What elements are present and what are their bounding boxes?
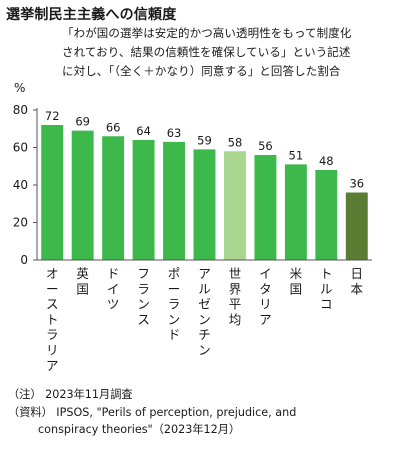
category-label: 日本 [351,266,364,296]
data-label: 36 [349,177,364,191]
category-label: トルコ [320,266,333,312]
data-label: 48 [319,154,334,168]
bar-11 [345,192,368,260]
note-survey-date: （注） 2023年11月調査 [8,388,133,401]
bar-3 [102,136,125,260]
notes: （注） 2023年11月調査 （資料） IPSOS, "Perils of pe… [8,386,296,439]
bar-7 [223,151,246,260]
category-label: 米国 [290,266,303,296]
data-label: 72 [45,109,60,123]
bar-2 [71,130,94,261]
category-label: ポーランド [168,266,181,342]
data-label: 56 [258,139,273,153]
data-label: 69 [75,115,90,129]
note-source-continued: conspiracy theories"（2023年12月） [38,423,241,436]
y-tick-label: 20 [13,216,28,230]
y-tick-label: 40 [13,178,28,192]
bar-4 [132,140,155,260]
category-label: アルゼンチン [198,266,211,358]
bar-1 [41,125,64,260]
category-label: オーストラリア [46,266,59,373]
data-label: 66 [106,120,121,134]
category-label: フランス [137,266,150,327]
data-label: 58 [228,135,243,149]
data-label: 64 [136,124,151,138]
data-label: 59 [197,133,212,147]
y-axis-unit-label: % [14,81,25,95]
category-label: 世界平均 [229,266,242,327]
bar-6 [193,149,216,261]
category-label: ドイツ [107,266,120,312]
data-label: 51 [289,148,304,162]
bar-chart: % 0 20 40 60 80 72 オーストラリア 69 英国 66 ドイツ 64 フランス 63 ポーラン… [13,81,372,373]
bar-10 [315,170,338,260]
y-tick-label: 80 [13,103,28,117]
y-tick-label: 60 [13,141,28,155]
chart-subtitle: 「わが国の選挙は安定的かつ高い透明性をもって制度化されており、結果の信頼性を確保… [62,26,352,78]
note-source: （資料） IPSOS, "Perils of perception, preju… [8,405,297,419]
bar-8 [254,155,277,260]
bar-5 [163,141,186,261]
y-tick-label: 0 [20,253,28,267]
category-label: 英国 [76,266,89,296]
bar-9 [284,164,307,261]
category-label: イタリア [259,266,272,327]
data-label: 63 [167,126,182,140]
chart-title: 選挙制民主主義への信頼度 [6,7,177,23]
